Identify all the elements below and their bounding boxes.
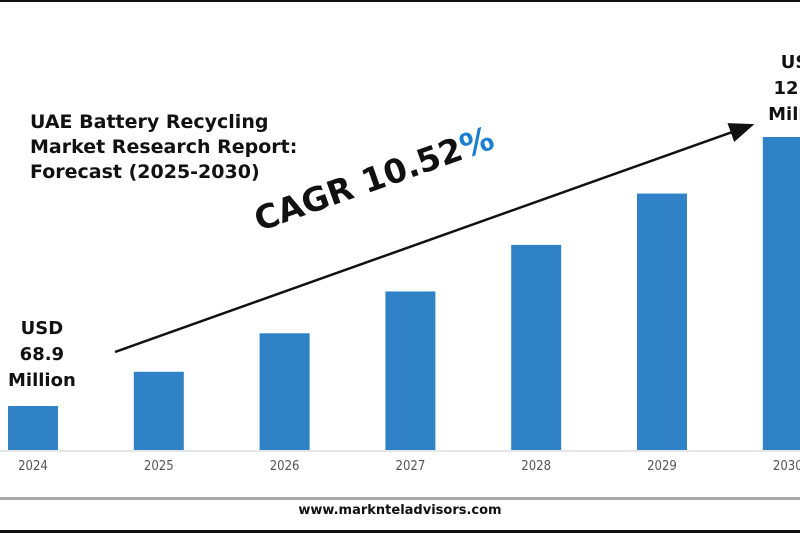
label-line: 125.5 [773, 78, 800, 99]
title-line: Market Research Report: [30, 136, 298, 158]
x-tick-label: 2028 [521, 459, 552, 474]
x-tick-label: 2024 [18, 459, 48, 474]
bar-2025 [133, 371, 184, 450]
bottom-border [0, 530, 800, 533]
title-line: Forecast (2025-2030) [30, 161, 260, 183]
bar-2030 [762, 137, 800, 450]
label-line: USD [20, 318, 64, 339]
footer-url[interactable]: www.marknteladvisors.com [298, 503, 502, 518]
footer-separator [0, 497, 800, 500]
x-tick-label: 2025 [143, 459, 174, 474]
label-line: Million [8, 370, 76, 391]
start-value-label: USD 68.9 Million [8, 316, 76, 394]
bar-2027 [385, 291, 436, 450]
bar-2028 [511, 244, 562, 450]
bar-2026 [259, 333, 310, 450]
top-border [0, 0, 800, 2]
x-tick-label: 2029 [647, 459, 677, 474]
title-line: UAE Battery Recycling [30, 111, 269, 133]
growth-arrow [114, 123, 755, 354]
label-line: Million [768, 104, 800, 125]
label-line: USD [780, 52, 800, 73]
end-value-label: USD 125.5 Million [752, 50, 800, 128]
x-tick-label: 2030 [772, 459, 800, 474]
x-tick-label: 2027 [395, 459, 426, 474]
chart-title: UAE Battery Recycling Market Research Re… [30, 110, 297, 185]
x-tick-label: 2026 [269, 459, 300, 474]
label-line: 68.9 [19, 344, 65, 365]
bar-2024 [8, 406, 58, 450]
bar-2029 [637, 193, 687, 451]
